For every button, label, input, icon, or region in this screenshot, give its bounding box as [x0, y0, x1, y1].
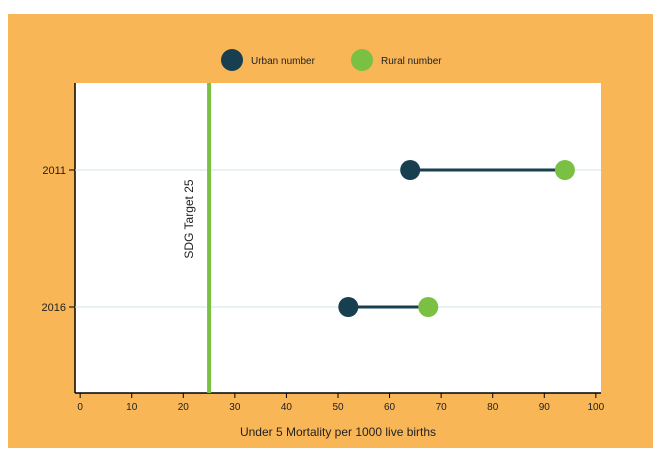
x-tick-label-60: 60 — [384, 402, 396, 413]
x-tick-label-10: 10 — [126, 402, 138, 413]
urban-point-2011 — [400, 160, 421, 180]
y-axis-ticks: 2011 2016 — [42, 165, 75, 314]
x-tick-label-20: 20 — [178, 402, 190, 413]
reference-line-label: SDG Target 25 — [182, 179, 196, 258]
x-tick-label-80: 80 — [487, 402, 499, 413]
x-tick-label-30: 30 — [229, 402, 241, 413]
legend-marker-urban — [221, 49, 243, 71]
dumbbell-chart: Urban number Rural number 0 10 20 30 40 50 60 7… — [8, 14, 653, 448]
chart-marks — [338, 160, 575, 317]
x-axis-title: Under 5 Mortality per 1000 live births — [240, 425, 436, 439]
x-tick-label-50: 50 — [332, 402, 344, 413]
x-tick-label-40: 40 — [281, 402, 293, 413]
x-tick-label-100: 100 — [587, 402, 604, 413]
x-tick-label-70: 70 — [436, 402, 448, 413]
legend-label-rural: Rural number — [381, 56, 442, 67]
legend-label-urban: Urban number — [251, 56, 316, 67]
y-tick-label-2016: 2016 — [42, 302, 66, 314]
y-tick-label-2011: 2011 — [42, 165, 66, 177]
urban-point-2016 — [338, 297, 359, 317]
x-tick-label-90: 90 — [539, 402, 551, 413]
reference-line-group: SDG Target 25 — [182, 83, 212, 393]
legend-marker-rural — [351, 49, 373, 71]
x-tick-label-0: 0 — [77, 402, 83, 413]
chart-frame: Urban number Rural number 0 10 20 30 40 50 60 7… — [8, 14, 653, 448]
x-axis-ticks: 0 10 20 30 40 50 60 70 80 90 100 — [77, 393, 605, 413]
legend: Urban number Rural number — [221, 49, 442, 71]
plot-area — [75, 83, 601, 393]
rural-point-2016 — [418, 297, 439, 317]
rural-point-2011 — [554, 160, 575, 180]
